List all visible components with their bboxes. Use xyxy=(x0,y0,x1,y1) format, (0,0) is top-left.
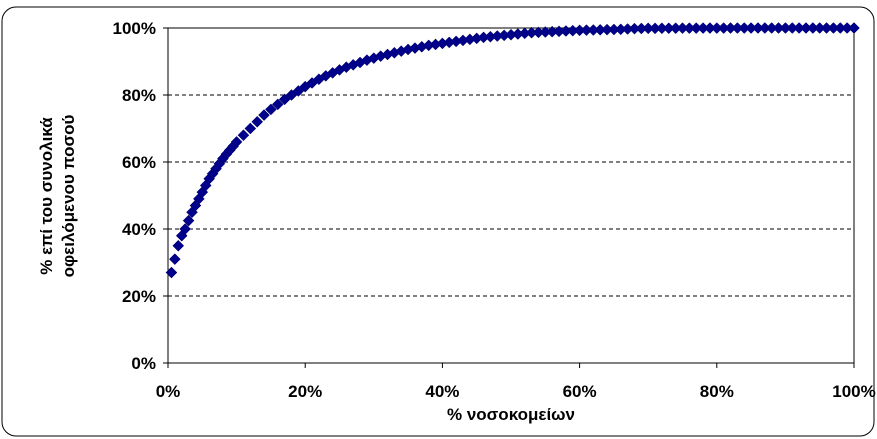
x-tick-label: 0% xyxy=(156,382,181,401)
y-axis-title-line-2: οφειλόμενου ποσού xyxy=(59,115,78,278)
x-tick-label: 80% xyxy=(700,382,734,401)
axes xyxy=(163,27,855,368)
data-point xyxy=(169,253,181,266)
data-point xyxy=(165,266,178,279)
data-point xyxy=(265,103,277,116)
tick-labels: 0% 20% 40% 60% 80% 100% 0% 20% 40% 60% 80% 100% xyxy=(113,19,876,401)
y-tick-label: 80% xyxy=(122,86,156,105)
y-tick-label: 60% xyxy=(122,153,156,172)
data-point xyxy=(271,98,284,111)
data-point xyxy=(237,129,250,142)
data-point xyxy=(251,115,264,128)
x-axis-title: % νοσοκομείων xyxy=(447,405,575,424)
y-tick-label: 40% xyxy=(122,220,156,239)
data-point xyxy=(179,223,192,235)
x-tick-label: 40% xyxy=(425,382,459,401)
y-tick-label: 0% xyxy=(131,354,156,373)
y-tick-label: 100% xyxy=(113,19,156,38)
data-point xyxy=(230,136,243,148)
data-point xyxy=(182,214,195,227)
data-series xyxy=(165,22,860,279)
data-point xyxy=(244,122,257,135)
plot-area xyxy=(168,28,854,363)
x-tick-label: 60% xyxy=(563,382,597,401)
y-tick-label: 20% xyxy=(122,287,156,306)
data-point xyxy=(848,22,860,34)
x-tick-label: 100% xyxy=(832,382,875,401)
x-tick-label: 20% xyxy=(288,382,322,401)
data-point xyxy=(258,109,270,121)
y-axis-title-line-1: % επί του συνολικά xyxy=(37,117,56,275)
data-point xyxy=(172,239,185,252)
